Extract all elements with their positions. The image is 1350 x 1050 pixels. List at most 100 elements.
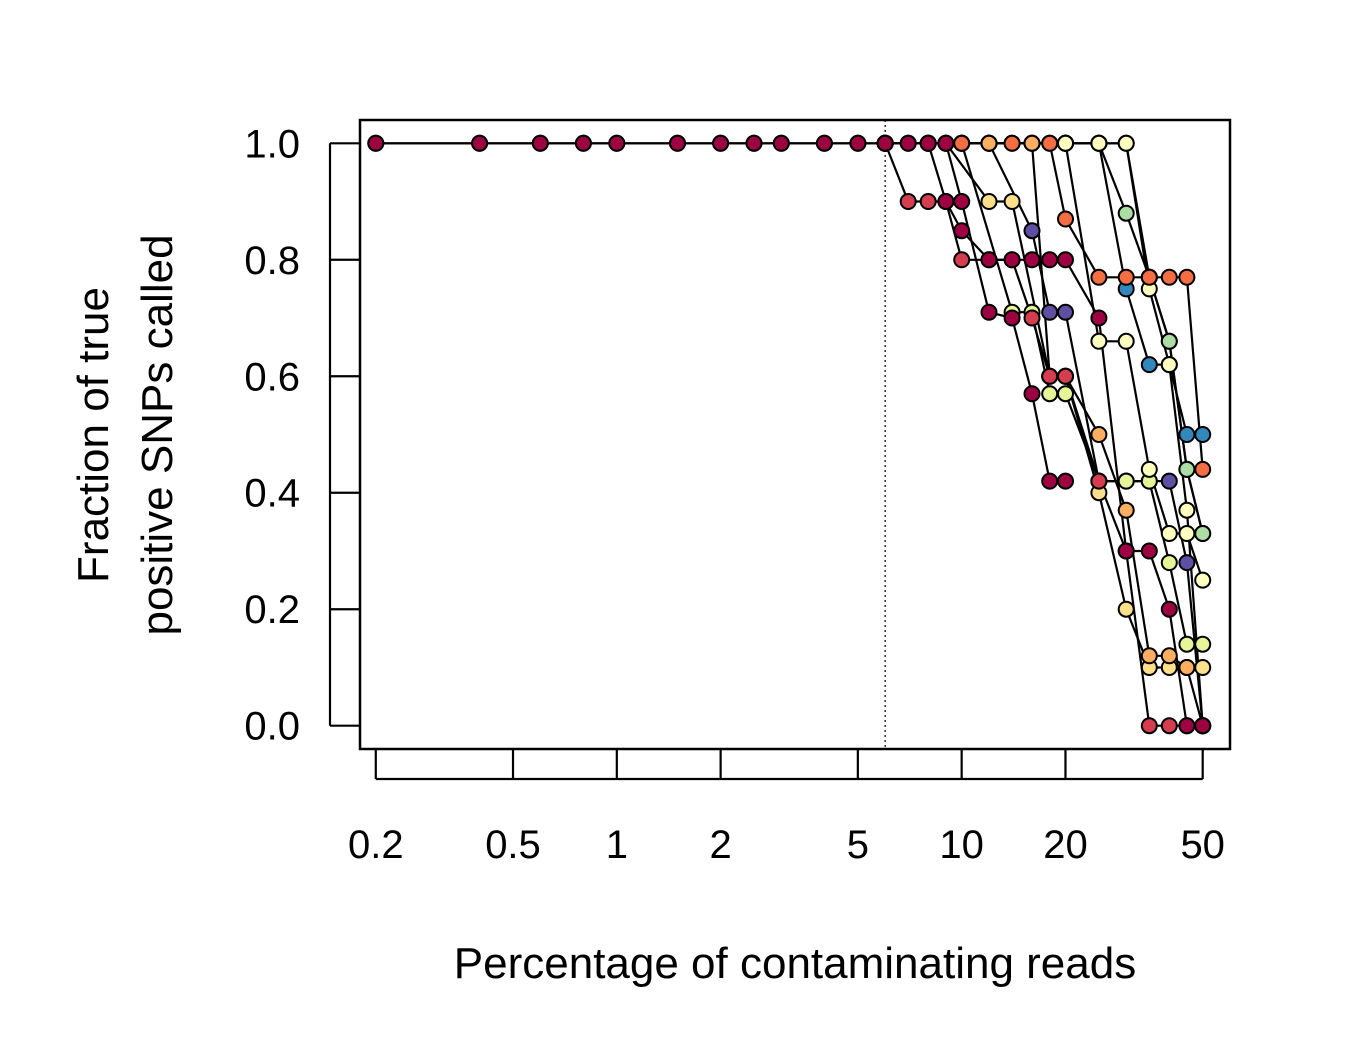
data-point-series-1: [1117, 542, 1135, 560]
data-point-series-2: [1023, 385, 1041, 403]
data-point-series-4: [1140, 268, 1158, 286]
series-line-6: [885, 142, 1203, 669]
x-tick-label: 20: [1043, 823, 1088, 867]
data-point-series-1: [745, 134, 763, 152]
data-point-series-13: [1041, 303, 1059, 321]
x-tick-label: 2: [709, 823, 731, 867]
data-point-series-5: [980, 134, 998, 152]
x-tick-label: 5: [847, 823, 869, 867]
plot-frame: [358, 118, 1232, 751]
axes-layer: 0.0 0.2 0.4 0.6 0.8 1.0 0.2 0.5 1 2 5 10 20 50: [244, 122, 1225, 867]
x-tick-label: 0.5: [485, 823, 541, 867]
data-point-series-1: [937, 193, 955, 210]
data-point-series-10: [1178, 460, 1196, 478]
data-point-series-4: [1160, 268, 1178, 286]
data-point-series-8: [1090, 134, 1108, 152]
series-line-3: [884, 142, 1203, 727]
data-point-series-1: [608, 134, 626, 152]
data-point-series-5: [1090, 426, 1108, 443]
data-point-series-7: [1140, 460, 1158, 478]
data-point-series-1: [574, 134, 592, 152]
y-tick-label: 0.8: [244, 239, 300, 283]
data-point-series-4: [1117, 268, 1135, 286]
data-point-series-7: [1057, 134, 1074, 152]
data-point-series-12: [1194, 426, 1212, 443]
data-point-series-1: [367, 134, 385, 152]
data-point-series-1: [1160, 600, 1178, 618]
data-point-series-1: [531, 134, 549, 152]
data-point-series-7: [1090, 332, 1108, 350]
data-point-series-13: [1178, 554, 1196, 572]
data-point-series-3: [953, 251, 971, 269]
data-point-series-3: [1160, 717, 1178, 735]
data-point-series-6: [1194, 659, 1212, 676]
data-point-series-4: [953, 134, 971, 152]
data-point-series-8: [1160, 356, 1178, 374]
y-tick-label: 1.0: [244, 122, 300, 166]
y-tick-label: 0.0: [244, 705, 300, 749]
data-point-series-3: [1090, 472, 1108, 490]
series-line-5: [885, 142, 1204, 726]
data-point-series-6: [1003, 193, 1021, 210]
data-point-series-9: [1041, 385, 1059, 403]
x-tick-label: 1: [606, 823, 628, 867]
data-point-series-13: [1160, 472, 1178, 490]
data-point-series-1: [980, 251, 998, 269]
data-point-series-10: [1160, 332, 1178, 350]
data-point-series-1: [1194, 717, 1212, 735]
y-axis-title-line-2: positive SNPs called: [133, 234, 182, 635]
data-point-series-5: [1160, 647, 1178, 665]
data-point-series-5: [1117, 501, 1135, 519]
data-point-series-12: [1140, 356, 1158, 374]
data-point-series-1: [876, 134, 894, 152]
data-point-series-1: [919, 134, 937, 152]
data-point-series-8: [1117, 134, 1135, 152]
data-point-series-1: [471, 134, 489, 152]
series-line-9: [885, 142, 1203, 646]
data-point-series-10: [1117, 204, 1135, 222]
data-point-series-1: [669, 134, 686, 152]
data-point-series-7: [1178, 525, 1196, 542]
data-point-series-1: [1178, 717, 1196, 735]
data-point-series-4: [1041, 134, 1059, 152]
x-tick-label: 50: [1180, 823, 1225, 867]
data-point-series-1: [712, 134, 730, 152]
data-point-series-1: [1023, 251, 1041, 269]
data-point-series-9: [1194, 635, 1212, 653]
data-point-series-9: [1178, 635, 1196, 653]
data-point-series-4: [1194, 460, 1212, 478]
data-point-series-3: [1057, 367, 1074, 385]
data-point-series-6: [980, 193, 998, 210]
data-point-series-13: [1057, 303, 1074, 321]
data-point-series-3: [1140, 717, 1158, 735]
y-tick-label: 0.4: [244, 472, 300, 516]
data-point-series-12: [1178, 426, 1196, 443]
data-point-series-5: [1178, 659, 1196, 676]
data-point-series-4: [1057, 210, 1074, 228]
data-point-series-2: [1003, 309, 1021, 327]
x-axis-title: Percentage of contaminating reads: [454, 939, 1136, 988]
data-point-series-4: [1003, 134, 1021, 152]
data-point-series-5: [1140, 647, 1158, 665]
data-point-series-6: [1117, 600, 1135, 618]
data-point-series-2: [937, 134, 955, 152]
y-tick-label: 0.2: [244, 588, 300, 632]
data-point-series-3: [919, 193, 937, 210]
data-point-series-7: [1194, 571, 1212, 589]
x-tick-label: 10: [939, 823, 984, 867]
data-point-series-9: [1117, 472, 1135, 490]
data-layer: [367, 120, 1212, 749]
data-point-series-1: [1140, 542, 1158, 560]
series-line-1: [375, 142, 1203, 727]
data-point-series-3: [899, 193, 917, 210]
data-point-series-10: [1194, 525, 1212, 542]
data-point-series-1: [815, 134, 833, 152]
data-point-series-13: [1023, 222, 1041, 240]
data-point-series-8: [1178, 501, 1196, 519]
data-point-series-3: [1041, 367, 1059, 385]
data-point-series-4: [1090, 268, 1108, 286]
x-tick-label: 0.2: [348, 823, 404, 867]
data-point-series-1: [772, 134, 790, 152]
data-point-series-4: [1178, 268, 1196, 286]
